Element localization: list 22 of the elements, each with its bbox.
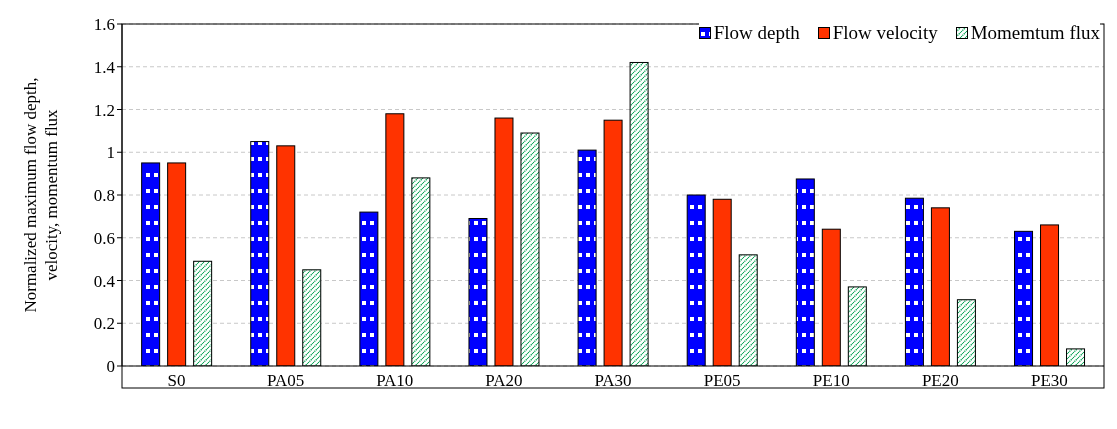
x-tick-label: S0 [167,371,186,391]
x-tick-label: PA10 [376,371,414,391]
y-tick-label: 0 [106,357,115,377]
legend-label: Momemtum flux [969,22,1100,44]
x-tick-label: PA30 [594,371,632,391]
y-tick-label: 0.8 [93,186,115,206]
x-tick-label: PE20 [921,371,959,391]
legend-label: Flow velocity [831,22,938,44]
y-tick-label: 1.4 [93,57,116,77]
x-tick-label: PE30 [1031,371,1068,391]
y-axis-title: Normalized maximum flow depth, velocity, momentum flux [21,77,61,313]
y-tick-label: 1.2 [93,100,115,120]
legend-label: Flow depth [712,22,800,44]
x-tick-label: PA20 [485,371,523,391]
y-tick-label: 0.6 [93,228,115,248]
y-tick-label: 0.2 [93,314,115,334]
y-tick-label: 0.4 [93,271,116,291]
x-tick-label: PE05 [703,371,741,391]
y-tick-label: 1.6 [93,15,115,35]
x-tick-label: PA05 [267,371,305,391]
x-tick-label: PE10 [812,371,850,391]
y-tick-label: 1 [106,143,115,163]
